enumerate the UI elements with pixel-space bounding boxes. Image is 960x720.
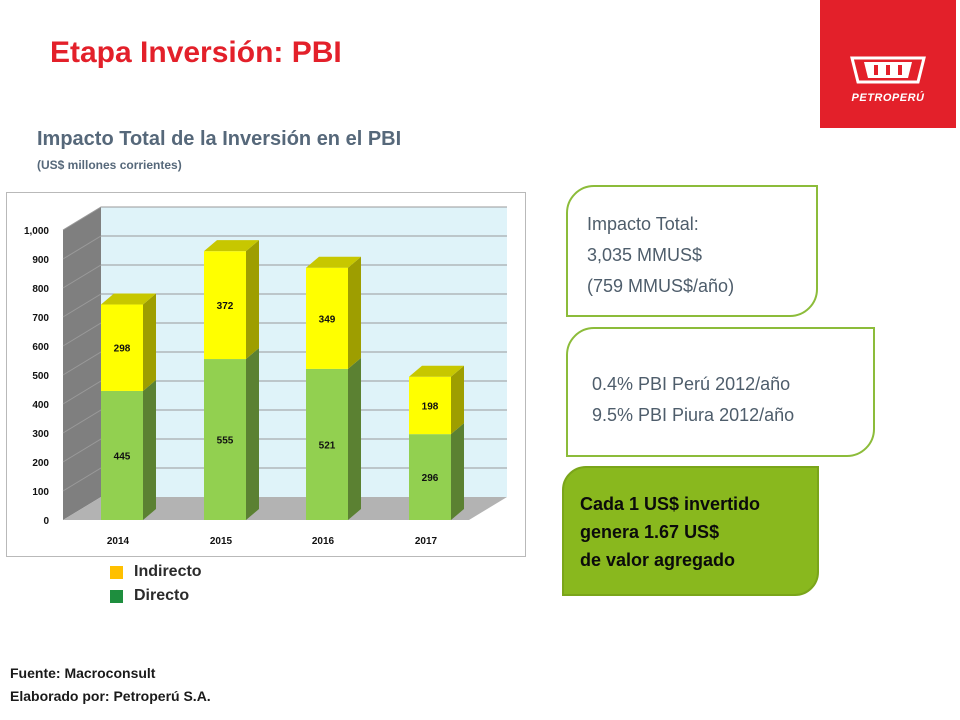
legend-swatch-directo [110,589,123,603]
pbi-share-line: 9.5% PBI Piura 2012/año [592,405,795,425]
data-label: 298 [114,344,131,355]
y-tick-label: 0 [43,516,49,527]
data-label: 445 [114,451,131,462]
gridline [62,206,507,231]
impacto-total-box: Impacto Total: 3,035 MMUS$ (759 MMUS$/añ… [566,185,818,317]
y-tick-label: 200 [32,458,49,469]
gridline [62,293,507,318]
bar-directo-2015-side [246,348,259,520]
legend-item-indirecto: Indirecto [110,560,202,584]
data-label: 349 [319,314,336,325]
bar-indirecto-2014-front [101,304,143,391]
impacto-total-line: Impacto Total: [587,214,699,234]
chart-legend: Indirecto Directo [110,560,202,608]
bar-directo-2014-side [143,379,156,520]
chart-subtitle: (US$ millones corrientes) [37,158,182,172]
bar-directo-2015-front [204,359,246,520]
bar-directo-2016-front [306,368,348,520]
data-label: 372 [217,301,234,312]
y-tick-label: 600 [32,342,49,353]
bar-indirecto-2017-top [409,365,464,377]
source-line: Fuente: Macroconsult [10,665,156,681]
bar-indirecto-2015-side [246,240,259,360]
y-tick-label: 400 [32,400,49,411]
petroperu-emblem-icon [850,56,926,84]
valor-agregado-box: Cada 1 US$ invertido genera 1.67 US$ de … [562,466,819,596]
data-label: 521 [319,440,336,451]
bar-indirecto-2016-top [306,256,361,268]
bar-indirecto-2016-side [348,256,361,369]
pbi-share-line: 0.4% PBI Perú 2012/año [592,374,791,394]
legend-swatch-indirecto [110,565,123,579]
bar-indirecto-2015-top [204,240,259,252]
data-label: 555 [217,436,234,447]
bar-directo-2017-side [451,423,464,520]
valor-agregado-line: genera 1.67 US$ [580,522,720,542]
bar-directo-2014-front [101,390,143,520]
bar-indirecto-2014-side [143,293,156,391]
gridline [62,235,507,260]
stacked-bar-chart: 0 100 200 300 400 500 600 700 800 900 1,000 445 298 2… [24,206,507,547]
valor-agregado-text: Cada 1 US$ invertido genera 1.67 US$ de … [580,490,760,574]
pbi-share-box: 0.4% PBI Perú 2012/año 9.5% PBI Piura 20… [566,327,875,457]
bar-directo-2017-front [409,434,451,520]
slide-title: Etapa Inversión: PBI [50,36,342,69]
legend-label-indirecto: Indirecto [134,563,202,580]
y-tick-label: 800 [32,284,49,295]
bar-indirecto-2015-front [204,251,246,360]
y-tick-label: 100 [32,487,49,498]
valor-agregado-line: de valor agregado [580,550,736,570]
data-label: 198 [422,401,439,412]
logo-text: PETROPERÚ [851,92,925,104]
bar-directo-2016-side [348,357,361,520]
source-note: Fuente: Macroconsult Elaborado por: Petr… [10,662,211,708]
legend-label-directo: Directo [134,587,190,604]
pbi-share-text: 0.4% PBI Perú 2012/año 9.5% PBI Piura 20… [592,369,794,431]
gridline [62,264,507,289]
y-tick-label: 500 [32,371,49,382]
bar-indirecto-2017-side [451,365,464,435]
impacto-total-text: Impacto Total: 3,035 MMUS$ (759 MMUS$/añ… [587,209,734,302]
chart-frame: 0 100 200 300 400 500 600 700 800 900 1,000 445 298 2… [6,192,526,557]
y-tick-label: 900 [32,255,49,266]
y-tick-label: 1,000 [24,226,49,237]
x-tick-label: 2015 [210,536,233,547]
chart-title: Impacto Total de la Inversión en el PBI [37,128,402,150]
chart-floor [63,497,507,520]
x-tick-label: 2017 [415,536,438,547]
data-label: 296 [422,473,439,484]
y-tick-label: 700 [32,313,49,324]
legend-item-directo: Directo [110,584,202,608]
impacto-total-line: 3,035 MMUS$ [587,245,703,265]
impacto-total-line: (759 MMUS$/año) [587,276,735,296]
bar-indirecto-2016-front [306,267,348,369]
x-tick-label: 2016 [312,536,335,547]
bar-indirecto-2017-front [409,376,451,435]
prepared-by-line: Elaborado por: Petroperú S.A. [10,688,211,704]
valor-agregado-line: Cada 1 US$ invertido [580,494,761,514]
y-tick-label: 300 [32,429,49,440]
bar-indirecto-2014-top [101,293,156,305]
petroperu-logo: PETROPERÚ [820,0,956,128]
x-tick-label: 2014 [107,536,130,547]
